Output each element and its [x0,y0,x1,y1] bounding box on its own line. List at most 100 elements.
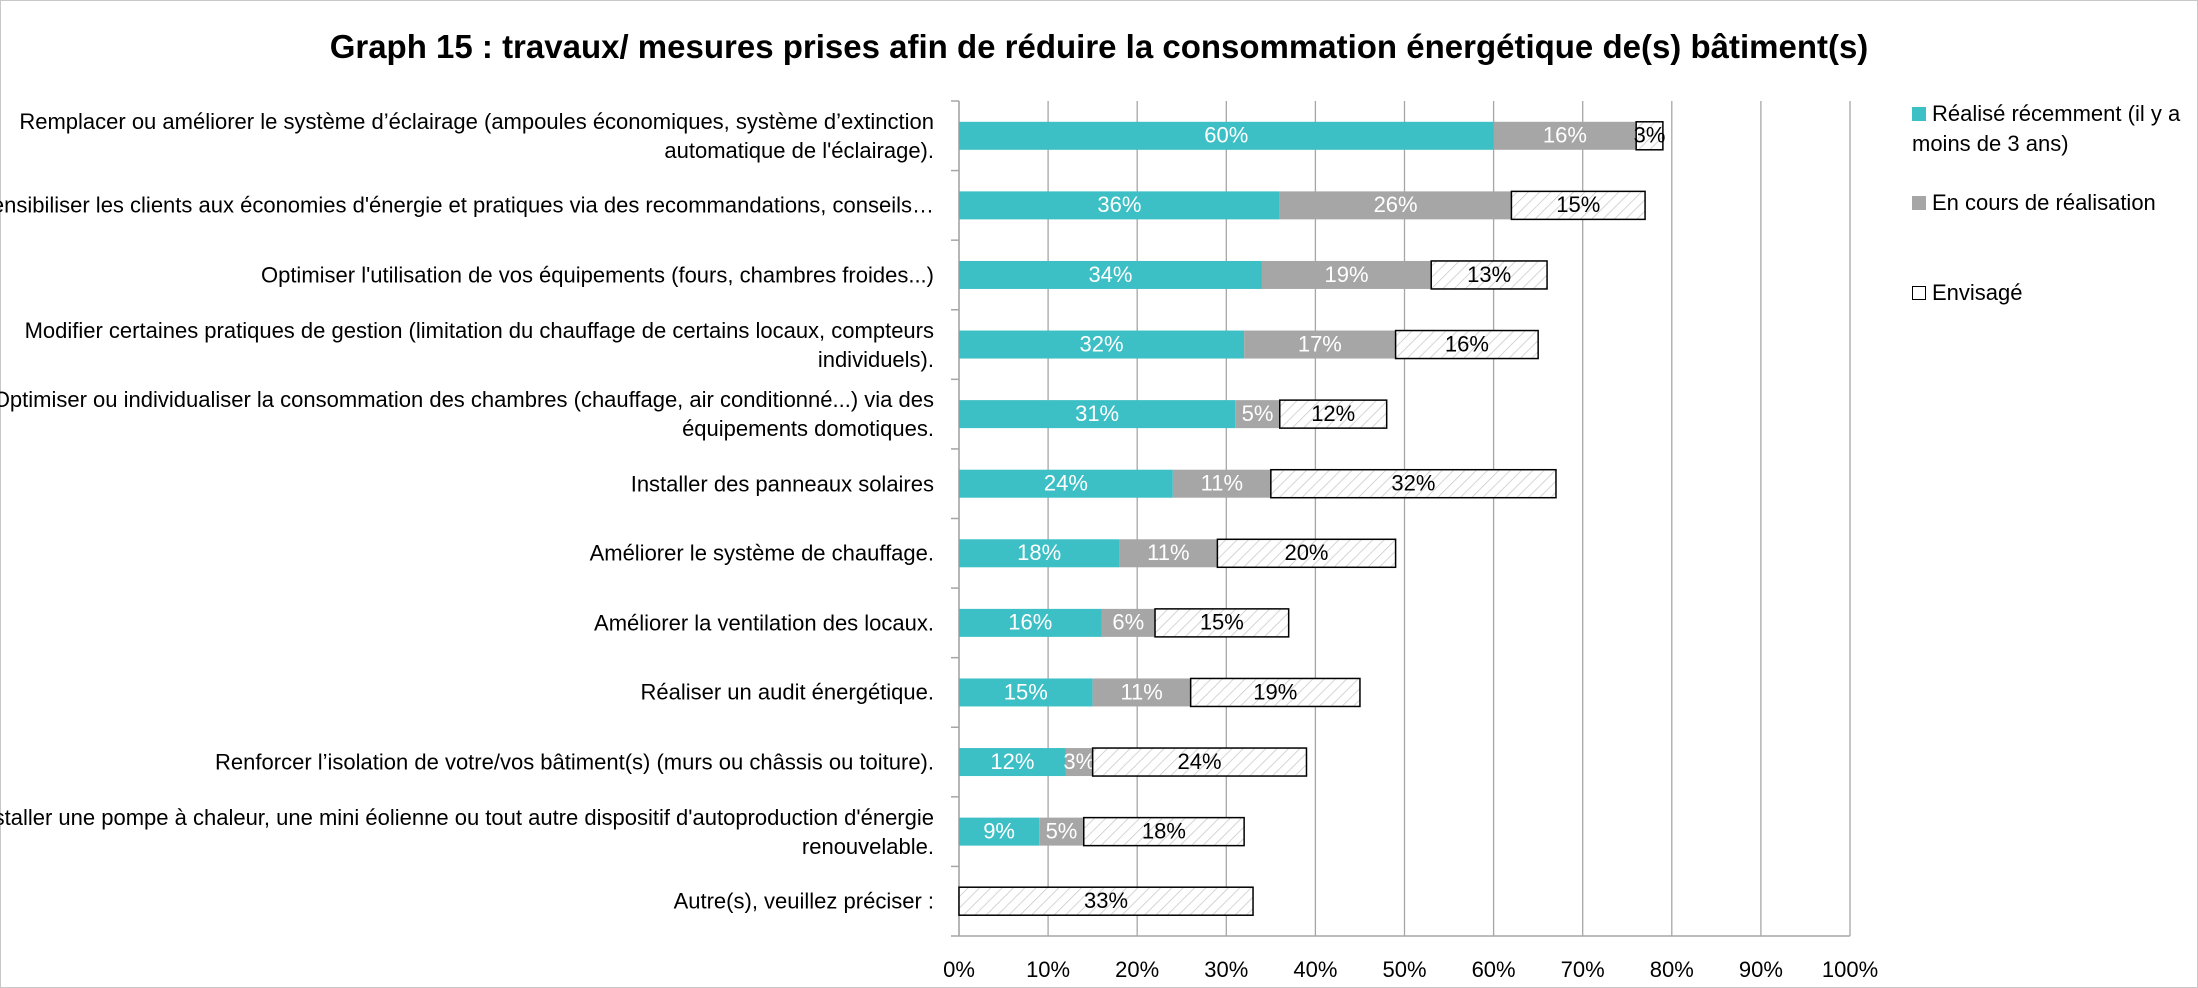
x-tick-label: 70% [1561,957,1605,982]
chart-title: Graph 15 : travaux/ mesures prises afin … [329,28,1869,65]
bar-segment [1092,678,1191,707]
x-tick-label: 40% [1293,957,1337,982]
bar-segment [959,817,1040,846]
data-label: 32% [1080,331,1124,356]
bar-segment [1510,190,1646,221]
category-label: Améliorer le système de chauffage. [589,540,934,566]
data-label: 24% [1178,749,1222,774]
category-label: Modifier certaines pratiques de gestion … [24,317,934,372]
bar-segment [959,121,1494,150]
category-label: Optimiser ou individualiser la consommat… [0,387,934,442]
category-label: Optimiser l'utilisation de vos équipemen… [260,262,934,288]
bar-segment [1119,539,1218,568]
data-label: 11% [1120,679,1162,704]
data-label: 16% [1445,331,1489,356]
legend-label: En cours de réalisation [1932,190,2156,215]
bar-segment [959,469,1173,498]
data-label: 18% [1017,540,1061,565]
x-tick-label: 20% [1115,957,1159,982]
bar-segment [1091,747,1308,777]
data-label: 15% [1004,679,1048,704]
x-tick-label: 10% [1026,957,1070,982]
data-label: 60% [1204,123,1248,148]
x-tick-label: 0% [943,957,975,982]
data-label: 31% [1075,401,1119,426]
data-label: 3% [1634,123,1666,148]
category-label: Remplacer ou améliorer le système d’écla… [19,108,934,163]
data-label: 16% [1008,610,1052,635]
bar-segment [1279,191,1512,220]
x-tick-label: 80% [1650,957,1694,982]
data-label: 13% [1467,262,1511,287]
data-label: 36% [1097,192,1141,217]
legend-label: Réalisé récemment (il y a moins de 3 ans… [1912,101,2181,156]
data-label: 19% [1253,679,1297,704]
data-label: 26% [1374,192,1418,217]
category-label: Améliorer la ventilation des locaux. [594,610,934,636]
bar-segment [959,539,1120,568]
data-label: 16% [1543,123,1587,148]
bar-segment [1244,330,1396,359]
category-label: Installer une pompe à chaleur, une mini … [0,804,934,859]
bar-segment [959,748,1066,777]
category-label: Installer des panneaux solaires [630,471,934,497]
x-tick-label: 90% [1739,957,1783,982]
bar-segment [1172,469,1271,498]
data-label: 15% [1200,610,1244,635]
bar-segment [1189,677,1361,708]
category-label: Sensibiliser les clients aux économies d… [0,192,934,218]
bar-segment [1635,121,1664,151]
data-label: 3% [1063,749,1095,774]
data-label: 24% [1044,471,1088,496]
bar-segment [1101,608,1156,637]
data-label: 11% [1147,540,1189,565]
x-tick-label: 50% [1382,957,1426,982]
data-label: 11% [1201,471,1243,496]
bar-segment [1039,817,1084,846]
bar-segment [959,191,1280,220]
data-label: 20% [1284,540,1328,565]
x-tick-label: 100% [1822,957,1878,982]
category-label: Réaliser un audit énergétique. [640,679,934,705]
bar-segment [1261,260,1432,289]
data-label: 5% [1242,401,1274,426]
data-label: 34% [1088,262,1132,287]
data-label: 12% [1311,401,1355,426]
bar-segment [1279,399,1388,429]
bar-segment [1270,468,1557,499]
bar-segment [959,330,1245,359]
legend-item: Envisagé [1912,278,2182,308]
category-label: Renforcer l’isolation de votre/vos bâtim… [215,749,934,775]
data-label: 33% [1084,888,1128,913]
legend-item: En cours de réalisation [1912,188,2182,218]
data-label: 19% [1325,262,1369,287]
data-label: 12% [990,749,1034,774]
data-label: 5% [1046,818,1078,843]
bar-segment [1154,608,1290,638]
bar-segment [959,678,1093,707]
x-tick-label: 60% [1472,957,1516,982]
bar-segment [1065,748,1093,777]
data-label: 9% [983,818,1015,843]
data-label: 6% [1112,610,1144,635]
legend-swatch [1912,196,1926,210]
bar-segment [1493,121,1637,150]
data-label: 18% [1142,818,1186,843]
bar-segment [1235,400,1280,429]
bar-segment [1394,329,1539,360]
x-tick-label: 30% [1204,957,1248,982]
bar-segment [1216,538,1397,569]
bar-segment [1082,816,1245,847]
legend-label: Envisagé [1932,280,2023,305]
bar-segment [959,260,1262,289]
legend-swatch [1912,107,1926,121]
bar-segment [959,608,1102,637]
legend-swatch [1912,286,1926,300]
category-label: Autre(s), veuillez préciser : [673,888,934,914]
data-label: 15% [1556,192,1600,217]
data-label: 17% [1298,331,1342,356]
bar-segment [959,400,1236,429]
data-label: 32% [1391,471,1435,496]
legend-item: Réalisé récemment (il y a moins de 3 ans… [1912,99,2182,159]
